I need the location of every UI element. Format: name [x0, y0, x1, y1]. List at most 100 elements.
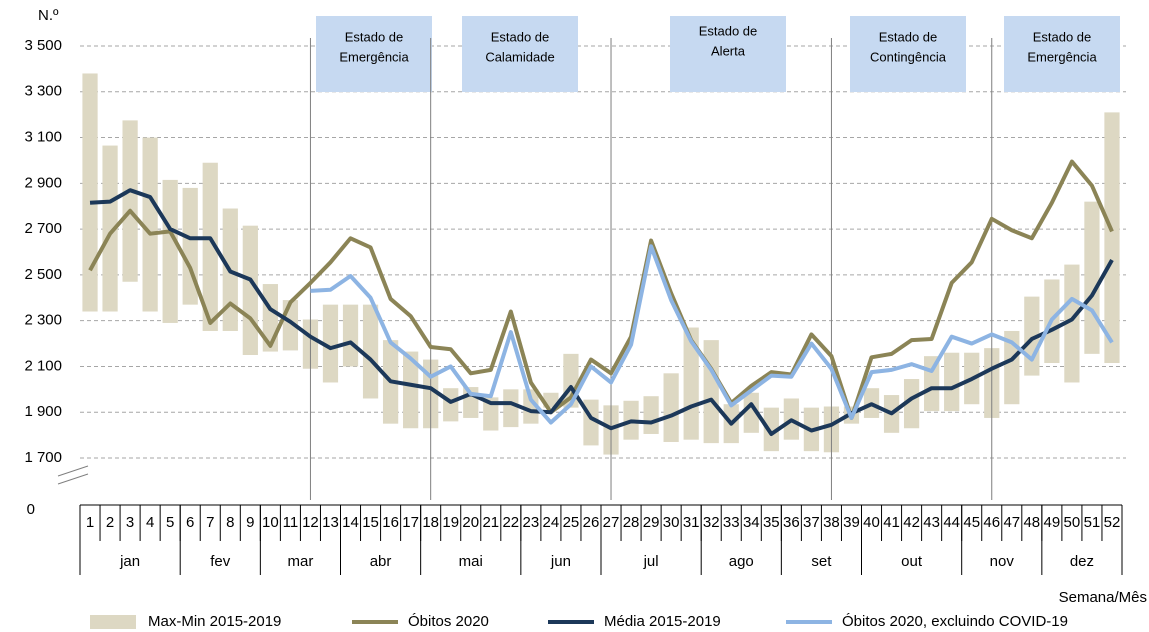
- y-tick-label: 3 100: [24, 129, 62, 146]
- annotation-box: [1004, 16, 1120, 92]
- legend-label: Média 2015-2019: [604, 613, 721, 630]
- x-tick-label: 25: [563, 514, 580, 531]
- month-label: mar: [288, 553, 314, 570]
- x-tick-label: 9: [246, 514, 254, 531]
- range-bar: [683, 327, 699, 440]
- range-bar: [503, 389, 519, 428]
- x-tick-label: 47: [1003, 514, 1020, 531]
- x-tick-label: 31: [683, 514, 700, 531]
- x-tick-label: 10: [262, 514, 279, 531]
- y-tick-label: 2 900: [24, 174, 62, 191]
- range-bar: [1064, 264, 1080, 383]
- range-bar: [443, 388, 459, 422]
- x-tick-label: 37: [803, 514, 820, 531]
- range-bar: [82, 73, 98, 312]
- legend-label: Óbitos 2020: [408, 613, 489, 630]
- x-tick-label: 1: [86, 514, 94, 531]
- annotation-box: [850, 16, 966, 92]
- annotation-text: Estado de: [879, 29, 938, 44]
- x-tick-label: 48: [1023, 514, 1040, 531]
- x-tick-label: 51: [1084, 514, 1101, 531]
- month-label: jan: [119, 553, 140, 570]
- month-label: nov: [990, 553, 1015, 570]
- legend-swatch: [90, 615, 136, 629]
- month-label: out: [901, 553, 923, 570]
- month-label: abr: [370, 553, 392, 570]
- y-tick-label: 1 900: [24, 403, 62, 420]
- x-tick-label: 6: [186, 514, 194, 531]
- x-tick-label: 18: [422, 514, 439, 531]
- legend-label: Óbitos 2020, excluindo COVID-19: [842, 613, 1068, 630]
- x-tick-label: 24: [543, 514, 560, 531]
- x-tick-label: 21: [482, 514, 499, 531]
- range-bar: [342, 304, 359, 367]
- range-bar: [1104, 112, 1120, 364]
- range-bar: [403, 351, 419, 429]
- x-tick-label: 29: [643, 514, 660, 531]
- x-tick-label: 27: [603, 514, 620, 531]
- annotation-text: Emergência: [339, 49, 409, 64]
- x-tick-label: 41: [883, 514, 900, 531]
- x-tick-label: 32: [703, 514, 720, 531]
- range-bar: [1004, 330, 1020, 405]
- y-tick-label: 2 100: [24, 357, 62, 374]
- y-tick-label: 3 500: [24, 37, 62, 54]
- annotation-box: [670, 16, 786, 92]
- range-bar: [763, 407, 779, 452]
- range-bar: [122, 120, 138, 282]
- range-bar: [162, 179, 178, 323]
- y-tick-label: 3 300: [24, 83, 62, 100]
- y-tick-label: 2 500: [24, 266, 62, 283]
- x-tick-label: 8: [226, 514, 234, 531]
- range-bar: [483, 397, 499, 431]
- x-tick-label: 30: [663, 514, 680, 531]
- month-label: dez: [1070, 553, 1094, 570]
- y-tick-label: 2 700: [24, 220, 62, 237]
- x-tick-label: 15: [362, 514, 379, 531]
- y-tick-label: 1 700: [24, 449, 62, 466]
- x-tick-label: 17: [402, 514, 419, 531]
- range-bar: [1084, 201, 1100, 354]
- series-line: [89, 188, 1114, 436]
- x-tick-label: 16: [382, 514, 399, 531]
- annotation-box: [462, 16, 578, 92]
- x-tick-label: 38: [823, 514, 840, 531]
- range-bar: [703, 340, 719, 444]
- x-tick-label: 35: [763, 514, 780, 531]
- x-tick-label: 19: [442, 514, 459, 531]
- legend-label: Max-Min 2015-2019: [148, 613, 281, 630]
- x-axis-title: Semana/Mês: [1059, 589, 1147, 606]
- month-label: jul: [643, 553, 659, 570]
- x-tick-label: 46: [983, 514, 1000, 531]
- x-tick-label: 7: [206, 514, 214, 531]
- range-bar: [523, 389, 539, 424]
- annotation-text: Contingência: [870, 49, 947, 64]
- range-bar: [142, 137, 158, 312]
- axis-break: [57, 465, 89, 477]
- x-tick-label: 14: [342, 514, 359, 531]
- series-line: [88, 159, 1114, 420]
- x-tick-label: 43: [923, 514, 940, 531]
- x-tick-label: 28: [623, 514, 640, 531]
- range-bar: [362, 304, 379, 399]
- annotation-text: Estado de: [345, 29, 404, 44]
- annotation-text: Calamidade: [485, 49, 554, 64]
- x-tick-label: 22: [502, 514, 519, 531]
- x-tick-label: 36: [783, 514, 800, 531]
- x-tick-label: 13: [322, 514, 339, 531]
- range-bar: [322, 304, 339, 383]
- x-tick-label: 5: [166, 514, 174, 531]
- month-label: fev: [210, 553, 231, 570]
- range-bar: [102, 145, 118, 312]
- x-tick-label: 49: [1044, 514, 1061, 531]
- annotation-text: Alerta: [711, 43, 746, 58]
- x-tick-label: 40: [863, 514, 880, 531]
- month-label: jun: [550, 553, 571, 570]
- annotation-text: Estado de: [699, 23, 758, 38]
- x-tick-label: 26: [583, 514, 600, 531]
- annotation-box: [316, 16, 432, 92]
- x-tick-label: 45: [963, 514, 980, 531]
- x-tick-label: 23: [523, 514, 540, 531]
- x-tick-label: 39: [843, 514, 860, 531]
